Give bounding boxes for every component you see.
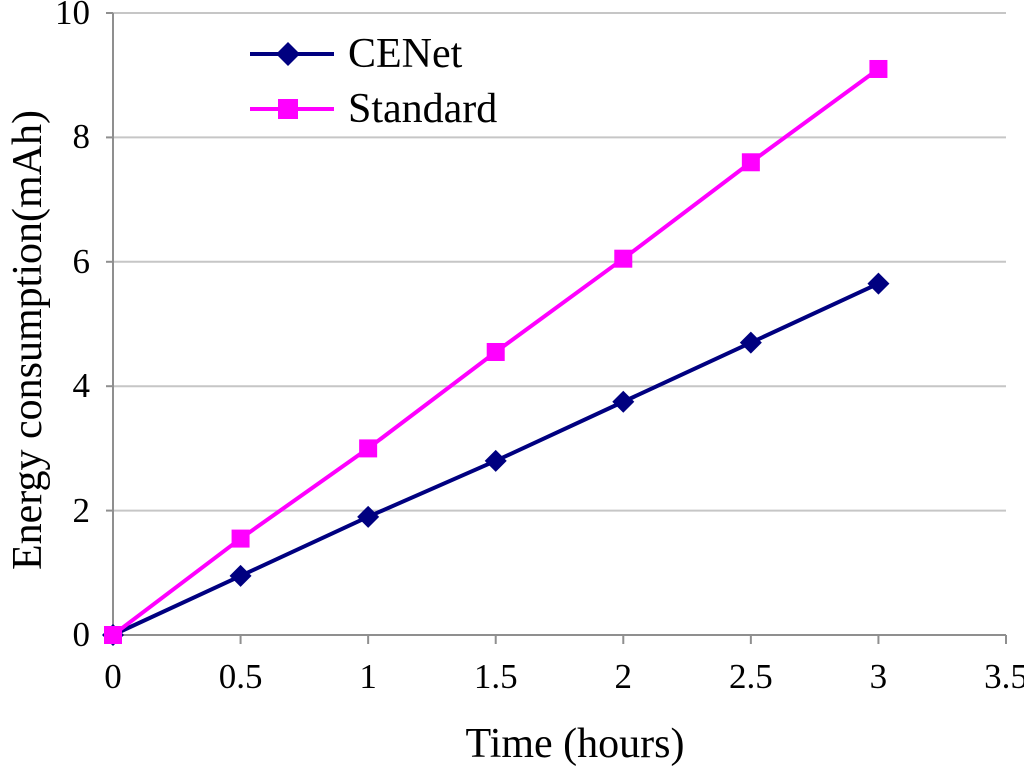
x-tick-label-2: 2 [614, 657, 633, 696]
x-tick-label-1: 1 [359, 657, 377, 696]
legend-item-cenet: CENet [248, 28, 497, 80]
y-tick-label-8: 8 [72, 117, 91, 157]
marker-square-standard [614, 249, 633, 268]
legend: CENet Standard [248, 28, 497, 135]
standard-line-square-icon [250, 99, 334, 119]
x-tick-label-3: 3 [869, 657, 888, 696]
cenet-line-diamond-icon [250, 42, 334, 66]
marker-square-standard [359, 439, 378, 458]
x-tick-label-2.5: 2.5 [728, 657, 773, 696]
marker-square-standard [486, 342, 505, 361]
x-tick-label-1.5: 1.5 [473, 657, 518, 696]
marker-square-standard [869, 59, 888, 78]
legend-label-cenet: CENet [348, 31, 463, 77]
x-tick-label-0.5: 0.5 [218, 657, 263, 696]
y-tick-label-0: 0 [72, 615, 91, 654]
marker-diamond-cenet [612, 390, 635, 413]
x-tick-label-0: 0 [104, 657, 122, 696]
marker-square-standard [741, 153, 760, 172]
y-tick-label-4: 4 [72, 366, 91, 406]
y-tick-label-6: 6 [72, 241, 91, 281]
legend-label-standard: Standard [348, 86, 498, 132]
y-tick-label-2: 2 [72, 490, 91, 530]
marker-diamond-cenet [229, 564, 252, 587]
y-tick-label-10: 10 [55, 0, 90, 32]
marker-diamond-cenet [739, 331, 762, 354]
marker-square-standard [231, 529, 250, 548]
marker-square-standard [104, 626, 122, 644]
marker-diamond-cenet [357, 505, 380, 528]
x-axis-title: Time (hours) [465, 721, 685, 767]
marker-diamond-cenet [867, 272, 890, 295]
x-tick-label-3.5: 3.5 [984, 657, 1024, 696]
marker-diamond-cenet [484, 449, 507, 472]
legend-item-standard: Standard [248, 83, 497, 135]
